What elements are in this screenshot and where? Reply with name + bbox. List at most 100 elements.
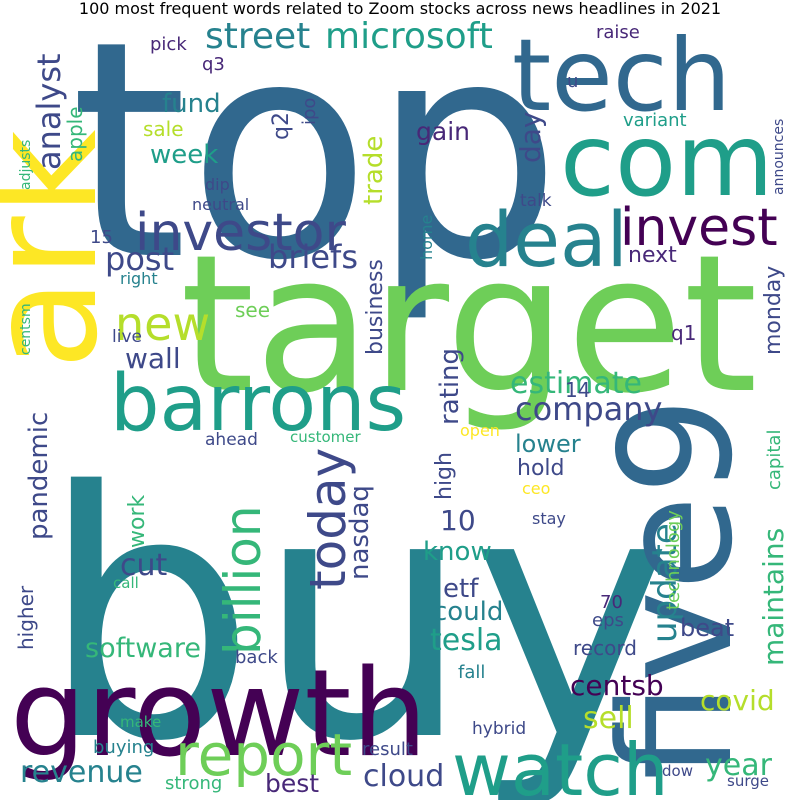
word-trade: trade bbox=[359, 136, 389, 205]
word-revenue: revenue bbox=[20, 755, 143, 790]
word-strong: strong bbox=[165, 773, 222, 794]
word-top: top bbox=[70, 0, 562, 326]
word-barrons: barrons bbox=[110, 359, 406, 449]
word-report: report bbox=[175, 721, 352, 789]
word-capital: capital bbox=[764, 430, 785, 490]
word-best: best bbox=[265, 769, 319, 798]
word-investor: investor bbox=[135, 203, 346, 263]
word-surge: surge bbox=[727, 772, 769, 790]
word-fund: fund bbox=[162, 89, 221, 119]
word-cloud: cloud bbox=[363, 759, 444, 794]
word-pick: pick bbox=[150, 34, 187, 55]
word-five9: five9 bbox=[586, 397, 767, 780]
word-watch: watch bbox=[452, 728, 668, 800]
word-cut: cut bbox=[120, 548, 168, 583]
word-live: live bbox=[112, 327, 142, 347]
word-dow: dow bbox=[662, 762, 693, 780]
word-talk: talk bbox=[520, 191, 552, 211]
word-gain: gain bbox=[416, 117, 470, 146]
word-q1: q1 bbox=[671, 321, 696, 345]
word-today: today bbox=[299, 448, 357, 590]
word-rating: rating bbox=[435, 348, 465, 425]
word-microsoft: microsoft bbox=[325, 16, 493, 57]
word-home: home bbox=[417, 215, 436, 260]
word-new: new bbox=[115, 297, 210, 351]
word-q2: q2 bbox=[269, 112, 294, 140]
word-u: u bbox=[567, 71, 578, 92]
word-70: 70 bbox=[600, 592, 623, 613]
word-record: record bbox=[573, 636, 637, 660]
word-etf: etf bbox=[443, 574, 479, 604]
word-monday: monday bbox=[761, 266, 786, 355]
word-street: street bbox=[205, 16, 310, 57]
word-right: right bbox=[120, 269, 158, 288]
word-stay: stay bbox=[532, 509, 566, 528]
word-eps: eps bbox=[592, 610, 624, 631]
word-analyst: analyst bbox=[30, 53, 68, 170]
word-technology: technology bbox=[663, 510, 684, 610]
word-sale: sale bbox=[143, 117, 184, 141]
word-hold: hold bbox=[517, 456, 564, 481]
word-make: make bbox=[120, 713, 161, 731]
chart-title: 100 most frequent words related to Zoom … bbox=[78, 0, 722, 18]
word-sell: sell bbox=[583, 701, 634, 736]
word-pandemic: pandemic bbox=[24, 412, 54, 540]
word-growth: growth bbox=[10, 645, 428, 784]
word-buy: buy bbox=[40, 420, 673, 800]
word-know: know bbox=[423, 537, 492, 567]
word-hybrid: hybrid bbox=[472, 719, 526, 739]
word-maintains: maintains bbox=[757, 528, 790, 666]
word-work: work bbox=[125, 495, 150, 548]
word-ahead: ahead bbox=[205, 430, 258, 450]
word-lower: lower bbox=[515, 430, 581, 458]
word-14: 14 bbox=[565, 378, 590, 402]
word-com: com bbox=[560, 102, 774, 219]
word-call: call bbox=[113, 574, 139, 592]
word-neutral: neutral bbox=[192, 195, 249, 214]
word-buying: buying bbox=[93, 737, 154, 758]
word-estimate: estimate bbox=[510, 366, 642, 401]
word-variant: variant bbox=[623, 110, 687, 131]
word-day: day bbox=[514, 111, 547, 163]
word-dip: dip bbox=[205, 175, 230, 194]
word-briefs: briefs bbox=[268, 238, 358, 276]
word-business: business bbox=[363, 259, 388, 355]
word-centsm: centsm bbox=[18, 303, 34, 355]
word-higher: higher bbox=[14, 585, 38, 650]
word-centsb: centsb bbox=[570, 669, 664, 702]
word-target: target bbox=[180, 214, 758, 435]
word-year: year bbox=[705, 748, 773, 783]
word-could: could bbox=[433, 597, 503, 627]
word-high: high bbox=[432, 452, 457, 500]
word-ceo: ceo bbox=[522, 479, 550, 498]
word-software: software bbox=[85, 633, 201, 664]
word-see: see bbox=[235, 298, 270, 322]
word-raise: raise bbox=[596, 22, 640, 43]
word-covid: covid bbox=[700, 684, 775, 717]
word-announces: announces bbox=[771, 119, 787, 195]
word-open: open bbox=[460, 421, 500, 440]
word-update: update bbox=[645, 523, 685, 643]
word-deal: deal bbox=[465, 195, 628, 284]
word-tech: tech bbox=[512, 17, 731, 134]
word-week: week bbox=[150, 140, 218, 170]
word-customer: customer bbox=[290, 428, 361, 446]
word-wall: wall bbox=[125, 342, 181, 375]
word-10: 10 bbox=[440, 504, 476, 537]
word-15: 15 bbox=[90, 227, 113, 248]
word-q3: q3 bbox=[202, 54, 225, 75]
word-ark: ark bbox=[0, 129, 131, 370]
word-billion: billion bbox=[214, 505, 272, 655]
word-company: company bbox=[515, 390, 662, 428]
word-post: post bbox=[105, 240, 174, 278]
word-tesla: tesla bbox=[430, 623, 503, 658]
word-ipo: ipo bbox=[299, 98, 320, 125]
word-adjusts: adjusts bbox=[18, 140, 34, 190]
word-next: next bbox=[628, 243, 677, 268]
word-beat: beat bbox=[680, 614, 734, 642]
word-nasdaq: nasdaq bbox=[345, 485, 375, 580]
word-result: result bbox=[362, 739, 413, 760]
word-apple: apple bbox=[63, 106, 87, 162]
